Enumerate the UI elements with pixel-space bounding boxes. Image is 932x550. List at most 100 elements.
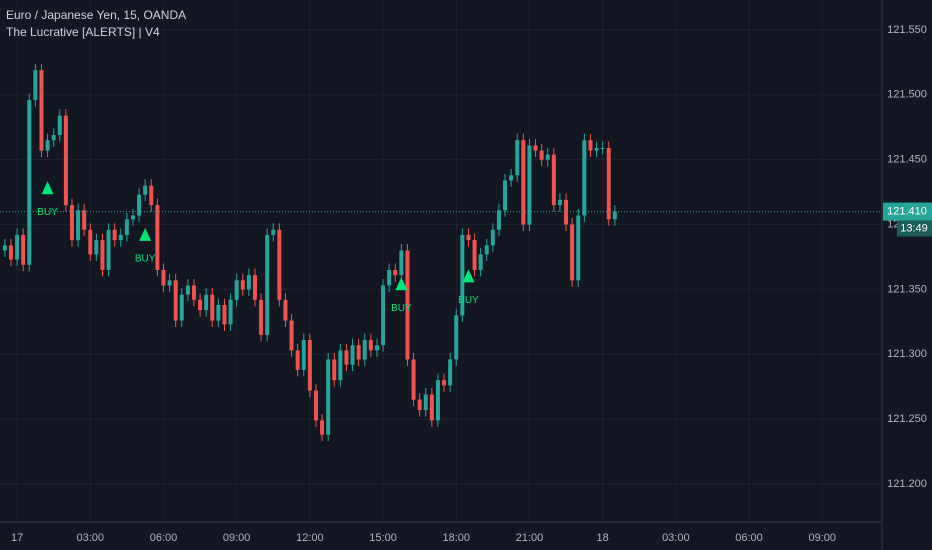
- candle-body: [240, 280, 245, 290]
- candle-body: [307, 340, 312, 391]
- y-tick-label: 121.200: [887, 478, 927, 490]
- candle-body: [423, 394, 428, 411]
- candle-body: [179, 294, 184, 321]
- candle-body: [39, 70, 44, 151]
- candle-body: [130, 215, 135, 220]
- candle-body: [57, 115, 62, 136]
- candle-body: [167, 280, 172, 286]
- candle-body: [417, 399, 422, 411]
- candle-body: [576, 215, 581, 281]
- candle-body: [259, 299, 264, 335]
- candle-body: [143, 185, 148, 195]
- x-tick-label: 06:00: [150, 532, 178, 544]
- candle-body: [191, 285, 196, 300]
- candle-body: [503, 180, 508, 211]
- candle-body: [344, 350, 349, 365]
- candle-body: [106, 229, 111, 270]
- candle-body: [8, 245, 13, 260]
- indicator-name: The Lucrative [ALERTS] | V4: [6, 25, 160, 39]
- last-price-label: 121.410: [887, 205, 927, 217]
- candle-body: [521, 140, 526, 225]
- candle-body: [63, 115, 68, 206]
- y-tick-label: 121.300: [887, 348, 927, 360]
- buy-signal: [139, 227, 152, 241]
- candle-body: [265, 234, 270, 335]
- candle-body: [118, 234, 123, 241]
- candle-body: [600, 148, 605, 150]
- x-tick-label: 17: [11, 532, 23, 544]
- candle-body: [185, 285, 190, 295]
- y-tick-label: 121.500: [887, 89, 927, 101]
- candle-body: [405, 250, 410, 360]
- candle-body: [21, 234, 26, 265]
- signal-label: BUY: [458, 295, 479, 306]
- chart-title: Euro / Japanese Yen, 15, OANDA: [6, 8, 186, 22]
- candle-body: [228, 299, 233, 325]
- signal-label: BUY: [37, 207, 58, 218]
- countdown-label: 13:49: [900, 222, 928, 234]
- candle-body: [429, 394, 434, 421]
- candle-body: [210, 294, 215, 321]
- candle-body: [252, 275, 257, 300]
- x-tick-label: 15:00: [369, 532, 397, 544]
- candle-body: [51, 135, 56, 141]
- last-price-box: [883, 202, 932, 221]
- candle-body: [381, 285, 386, 346]
- candle-body: [472, 240, 477, 270]
- x-tick-label: 09:00: [223, 532, 251, 544]
- candle-body: [399, 250, 404, 276]
- candle-body: [222, 304, 227, 325]
- candle-body: [198, 299, 203, 311]
- buy-signal: [41, 181, 54, 195]
- candle-body: [326, 359, 331, 435]
- candle-body: [411, 359, 416, 400]
- candle-body: [301, 340, 306, 370]
- candle-body: [33, 70, 38, 101]
- candle-body: [387, 269, 392, 286]
- candle-body: [161, 269, 166, 286]
- candle-body: [15, 234, 20, 260]
- candle-body: [69, 205, 74, 241]
- candle-body: [76, 210, 81, 241]
- candle-body: [460, 234, 465, 316]
- x-tick-label: 21:00: [516, 532, 544, 544]
- candle-body: [478, 254, 483, 270]
- candle-body: [393, 269, 398, 276]
- candle-body: [45, 140, 50, 151]
- y-tick-label: 121.450: [887, 154, 927, 166]
- candle-body: [338, 350, 343, 381]
- candle-body: [149, 185, 154, 206]
- candle-body: [246, 275, 251, 290]
- candle-body: [484, 245, 489, 255]
- candle-body: [606, 148, 611, 220]
- buy-signal: [395, 277, 408, 291]
- candle-body: [112, 229, 117, 241]
- candle-body: [588, 140, 593, 151]
- candle-body: [82, 210, 87, 230]
- x-tick-label: 03:00: [77, 532, 105, 544]
- candle-body: [277, 229, 282, 300]
- x-tick-label: 09:00: [808, 532, 836, 544]
- candle-body: [368, 340, 373, 351]
- candle-body: [435, 380, 440, 421]
- candle-body: [515, 140, 520, 176]
- x-tick-label: 18:00: [442, 532, 470, 544]
- candle-body: [155, 205, 160, 270]
- candle-body: [295, 350, 300, 370]
- candle-body: [539, 150, 544, 160]
- candle-body: [582, 140, 587, 216]
- signal-label: BUY: [391, 303, 412, 314]
- candle-body: [362, 340, 367, 360]
- candle-body: [350, 345, 355, 365]
- countdown-box: [897, 220, 932, 237]
- candle-body: [509, 175, 514, 181]
- candle-body: [94, 240, 99, 255]
- candle-body: [570, 224, 575, 281]
- candle-body: [216, 304, 221, 321]
- candle-body: [204, 294, 209, 311]
- candle-body: [454, 315, 459, 360]
- y-tick-label: 121.550: [887, 24, 927, 36]
- y-tick-label: 121.250: [887, 413, 927, 425]
- signal-label: BUY: [135, 254, 156, 265]
